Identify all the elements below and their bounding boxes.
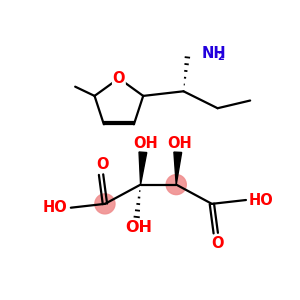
Text: O: O [112, 71, 125, 86]
Polygon shape [139, 152, 147, 184]
Text: 2: 2 [218, 52, 224, 61]
Text: HO: HO [43, 200, 68, 215]
Text: OH: OH [125, 220, 152, 235]
Text: OH: OH [133, 136, 158, 151]
Circle shape [95, 194, 115, 214]
Text: NH: NH [201, 46, 226, 61]
Text: O: O [211, 236, 224, 250]
Text: OH: OH [168, 136, 193, 151]
Circle shape [166, 175, 186, 195]
Text: O: O [96, 157, 109, 172]
Text: HO: HO [249, 193, 274, 208]
Polygon shape [174, 152, 182, 184]
